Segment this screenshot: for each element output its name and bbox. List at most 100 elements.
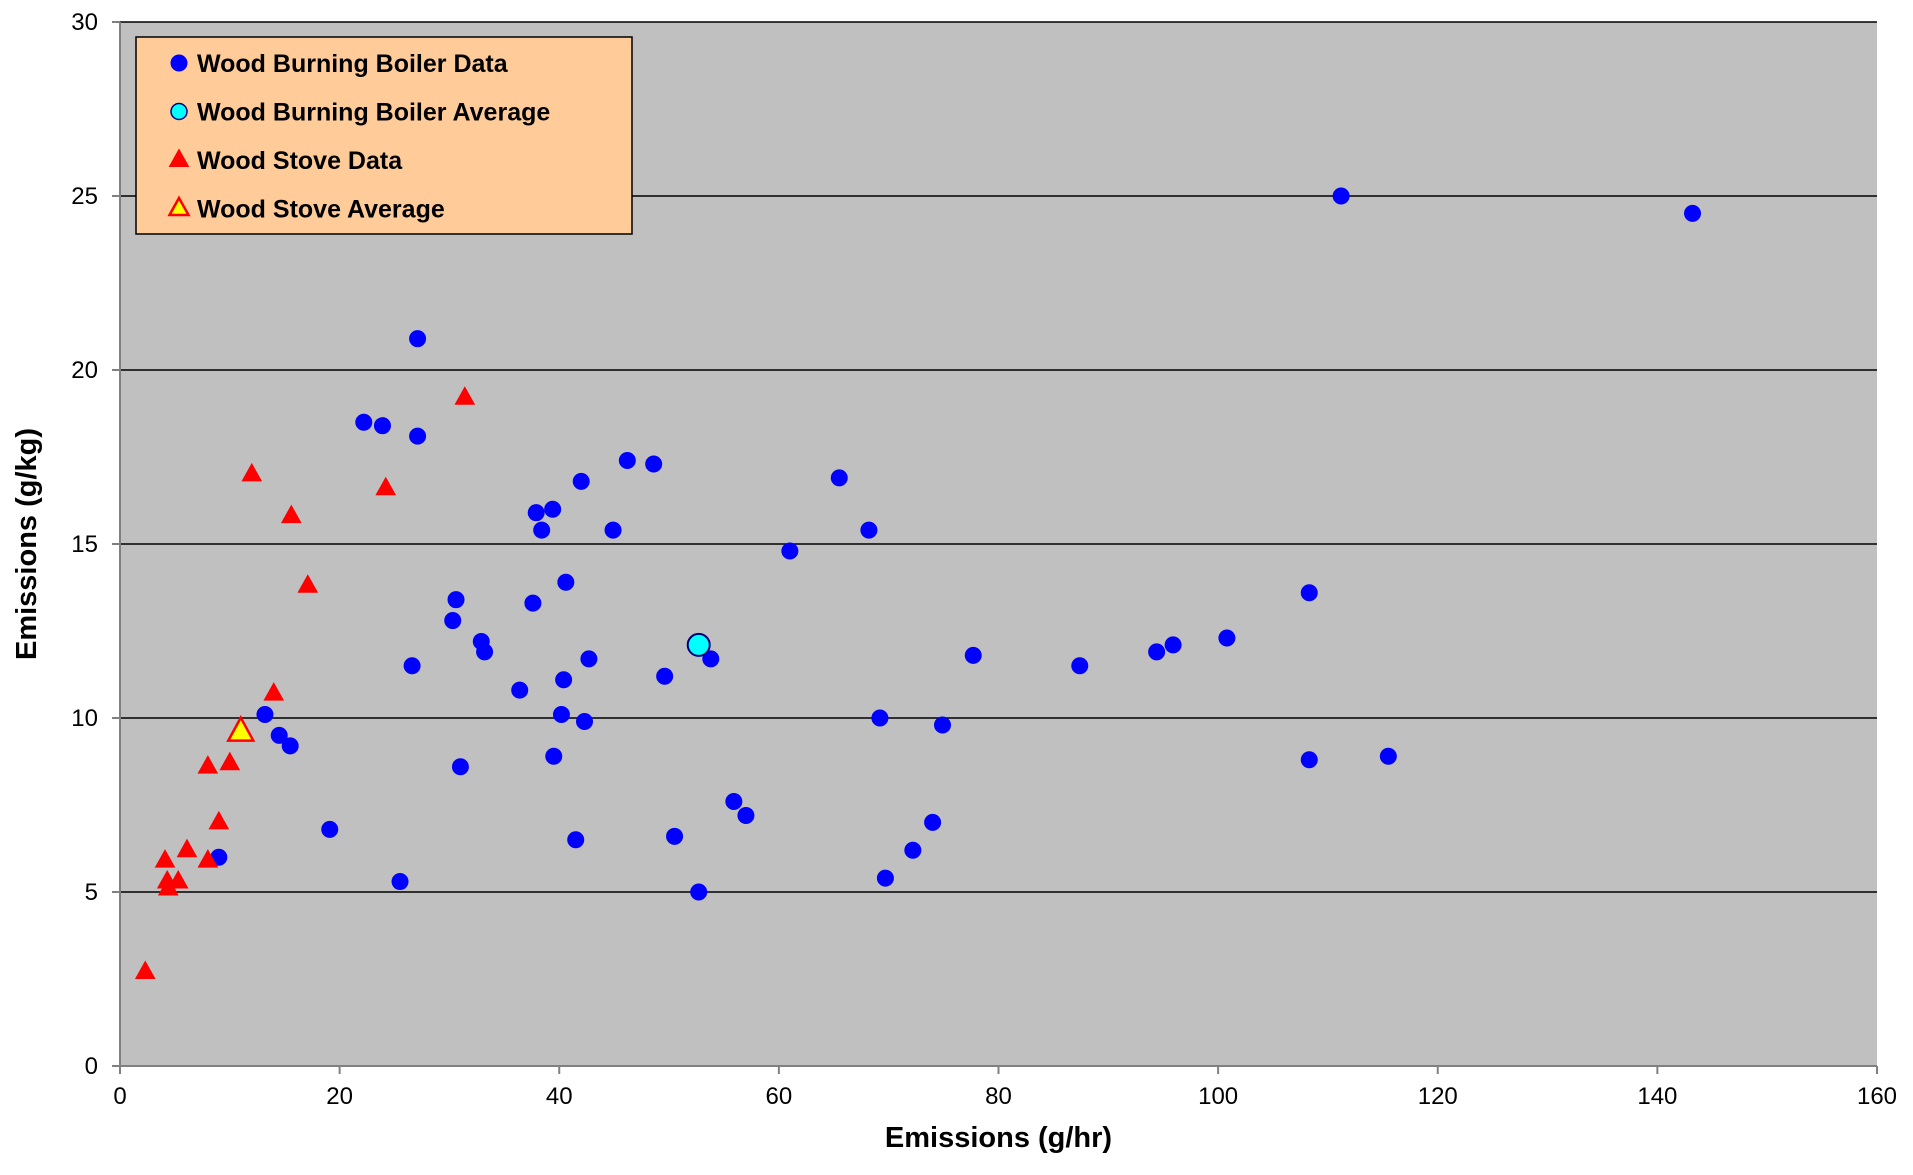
- legend: Wood Burning Boiler Data Wood Burning Bo…: [135, 36, 633, 235]
- legend-label: Wood Stove Data: [197, 147, 403, 175]
- x-tick-label: 20: [326, 1083, 353, 1110]
- scatter-point-triangle: [167, 869, 189, 889]
- y-tick-label: 25: [71, 183, 98, 210]
- legend-entry-stove-data: Wood Stove Data: [168, 147, 403, 175]
- scatter-point-circle: [1071, 657, 1089, 675]
- scatter-point-circle: [545, 747, 563, 765]
- scatter-point-circle: [1148, 643, 1166, 661]
- scatter-point-triangle: [197, 849, 219, 868]
- scatter-point-triangle: [219, 751, 241, 771]
- data-points: [134, 187, 1702, 979]
- scatter-point-circle: [552, 706, 570, 724]
- x-tick-label: 120: [1418, 1083, 1458, 1110]
- scatter-point-circle: [666, 827, 684, 845]
- x-tick-label: 100: [1198, 1083, 1238, 1110]
- scatter-point-triangle: [226, 715, 256, 742]
- scatter-point-circle: [557, 573, 575, 591]
- legend-marker: [167, 195, 191, 217]
- scatter-point-circle: [830, 469, 848, 487]
- y-axis-title: Emissions (g/kg): [11, 428, 43, 660]
- scatter-point-circle: [1164, 636, 1182, 654]
- x-axis-title: Emissions (g/hr): [885, 1122, 1112, 1154]
- scatter-point-circle: [1218, 629, 1236, 647]
- scatter-point-circle: [524, 594, 542, 612]
- scatter-point-triangle: [241, 462, 263, 482]
- scatter-point-circle: [876, 869, 894, 887]
- axes: [112, 21, 1878, 1074]
- scatter-point-circle: [409, 427, 427, 445]
- scatter-point-triangle: [280, 504, 302, 524]
- scatter-point-circle: [256, 706, 274, 724]
- scatter-point-circle: [1684, 204, 1702, 222]
- y-tick-label: 0: [85, 1053, 98, 1080]
- scatter-point-circle: [451, 758, 469, 776]
- scatter-point-triangle: [297, 574, 319, 593]
- scatter-point-circle: [580, 650, 598, 668]
- y-tick-label: 10: [71, 705, 98, 732]
- scatter-point-circle: [702, 650, 720, 668]
- legend-entry-boiler-average: Wood Burning Boiler Average: [170, 99, 550, 127]
- scatter-point-circle: [511, 681, 529, 699]
- scatter-point-circle: [409, 330, 427, 348]
- y-tick-label: 15: [71, 531, 98, 558]
- scatter-point-circle: [737, 806, 755, 824]
- scatter-point-circle: [1379, 747, 1397, 765]
- scatter-point-circle: [725, 793, 743, 811]
- x-tick-label: 160: [1857, 1083, 1897, 1110]
- legend-marker: [170, 102, 188, 121]
- scatter-point-circle: [576, 712, 594, 730]
- legend-entry-stove-average: Wood Stove Average: [167, 195, 445, 224]
- scatter-point-circle: [1300, 584, 1318, 602]
- scatter-point-circle: [403, 657, 421, 675]
- scatter-point-circle: [447, 591, 465, 609]
- gridlines: [120, 21, 1877, 893]
- scatter-point-triangle: [157, 876, 179, 896]
- scatter-point-circle: [645, 455, 663, 473]
- scatter-point-circle: [933, 716, 951, 734]
- scatter-point-circle: [321, 820, 339, 838]
- legend-box: [135, 36, 633, 235]
- scatter-point-circle: [444, 612, 462, 630]
- scatter-point-circle: [618, 451, 636, 469]
- scatter-point-circle: [781, 542, 799, 560]
- scatter-point-triangle: [375, 476, 397, 496]
- scatter-point-circle: [544, 500, 562, 518]
- x-tick-label: 140: [1637, 1083, 1677, 1110]
- y-tick-label: 30: [71, 9, 98, 36]
- scatter-point-triangle: [454, 386, 476, 405]
- scatter-point-triangle: [176, 838, 198, 858]
- scatter-point-circle: [391, 873, 409, 891]
- legend-marker: [168, 148, 190, 167]
- scatter-point-circle: [533, 521, 551, 539]
- tick-labels: 0 5 10 15 20 25 30 0 20 40 60 80 100 120 140 160: [71, 9, 1897, 1110]
- scatter-point-circle: [904, 841, 922, 859]
- scatter-point-circle: [567, 831, 585, 849]
- scatter-point-circle: [476, 643, 494, 661]
- scatter-point-circle: [572, 472, 590, 490]
- scatter-point-triangle: [134, 960, 156, 979]
- x-tick-label: 60: [766, 1083, 793, 1110]
- scatter-point-circle: [555, 671, 573, 689]
- scatter-point-triangle: [208, 810, 230, 830]
- scatter-point-circle: [686, 632, 711, 657]
- scatter-point-circle: [604, 521, 622, 539]
- scatter-point-triangle: [197, 755, 219, 774]
- scatter-point-circle: [656, 667, 674, 685]
- legend-label: Wood Stove Average: [197, 196, 445, 224]
- x-tick-label: 80: [985, 1083, 1012, 1110]
- scatter-point-circle: [1332, 187, 1350, 205]
- legend-label: Wood Burning Boiler Data: [197, 50, 509, 78]
- scatter-point-circle: [871, 709, 889, 727]
- scatter-point-circle: [373, 417, 391, 435]
- scatter-point-triangle: [263, 682, 285, 701]
- scatter-point-circle: [281, 737, 299, 755]
- x-tick-label: 40: [546, 1083, 573, 1110]
- y-tick-label: 5: [85, 879, 98, 906]
- y-tick-label: 20: [71, 357, 98, 384]
- scatter-point-circle: [860, 521, 878, 539]
- scatter-point-triangle: [154, 849, 176, 868]
- legend-marker: [170, 54, 188, 72]
- scatter-point-circle: [924, 813, 942, 831]
- scatter-point-circle: [1300, 751, 1318, 769]
